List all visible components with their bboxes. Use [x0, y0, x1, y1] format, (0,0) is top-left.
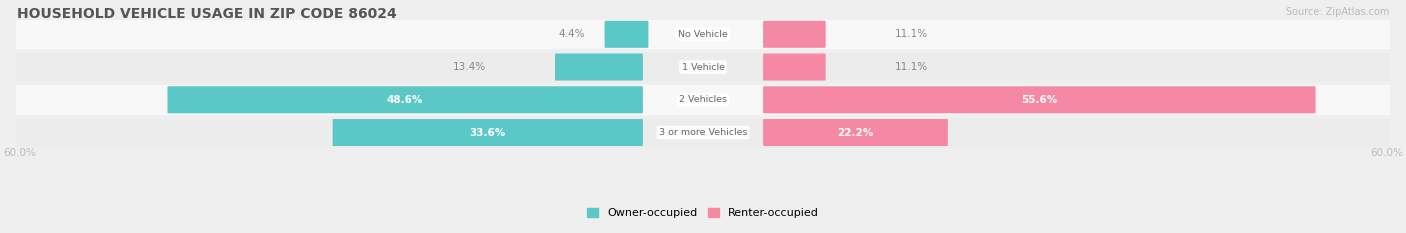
Text: 11.1%: 11.1% [894, 29, 928, 39]
Text: 33.6%: 33.6% [470, 127, 506, 137]
Text: 60.0%: 60.0% [1371, 148, 1403, 158]
Text: 48.6%: 48.6% [387, 95, 423, 105]
Text: 2 Vehicles: 2 Vehicles [679, 95, 727, 104]
FancyBboxPatch shape [555, 54, 643, 81]
FancyBboxPatch shape [15, 52, 1391, 82]
Text: 1 Vehicle: 1 Vehicle [682, 62, 724, 72]
FancyBboxPatch shape [15, 85, 1391, 115]
Text: Source: ZipAtlas.com: Source: ZipAtlas.com [1285, 7, 1389, 17]
FancyBboxPatch shape [333, 119, 643, 146]
FancyBboxPatch shape [763, 119, 948, 146]
FancyBboxPatch shape [15, 118, 1391, 147]
Legend: Owner-occupied, Renter-occupied: Owner-occupied, Renter-occupied [586, 208, 820, 218]
Text: 55.6%: 55.6% [1021, 95, 1057, 105]
Text: 22.2%: 22.2% [838, 127, 873, 137]
Text: No Vehicle: No Vehicle [678, 30, 728, 39]
FancyBboxPatch shape [763, 21, 825, 48]
Text: HOUSEHOLD VEHICLE USAGE IN ZIP CODE 86024: HOUSEHOLD VEHICLE USAGE IN ZIP CODE 8602… [17, 7, 396, 21]
Text: 3 or more Vehicles: 3 or more Vehicles [659, 128, 747, 137]
FancyBboxPatch shape [763, 86, 1316, 113]
Text: 60.0%: 60.0% [3, 148, 35, 158]
Text: 13.4%: 13.4% [453, 62, 486, 72]
FancyBboxPatch shape [167, 86, 643, 113]
FancyBboxPatch shape [605, 21, 648, 48]
FancyBboxPatch shape [15, 20, 1391, 49]
Text: 4.4%: 4.4% [558, 29, 585, 39]
FancyBboxPatch shape [763, 54, 825, 81]
Text: 11.1%: 11.1% [894, 62, 928, 72]
